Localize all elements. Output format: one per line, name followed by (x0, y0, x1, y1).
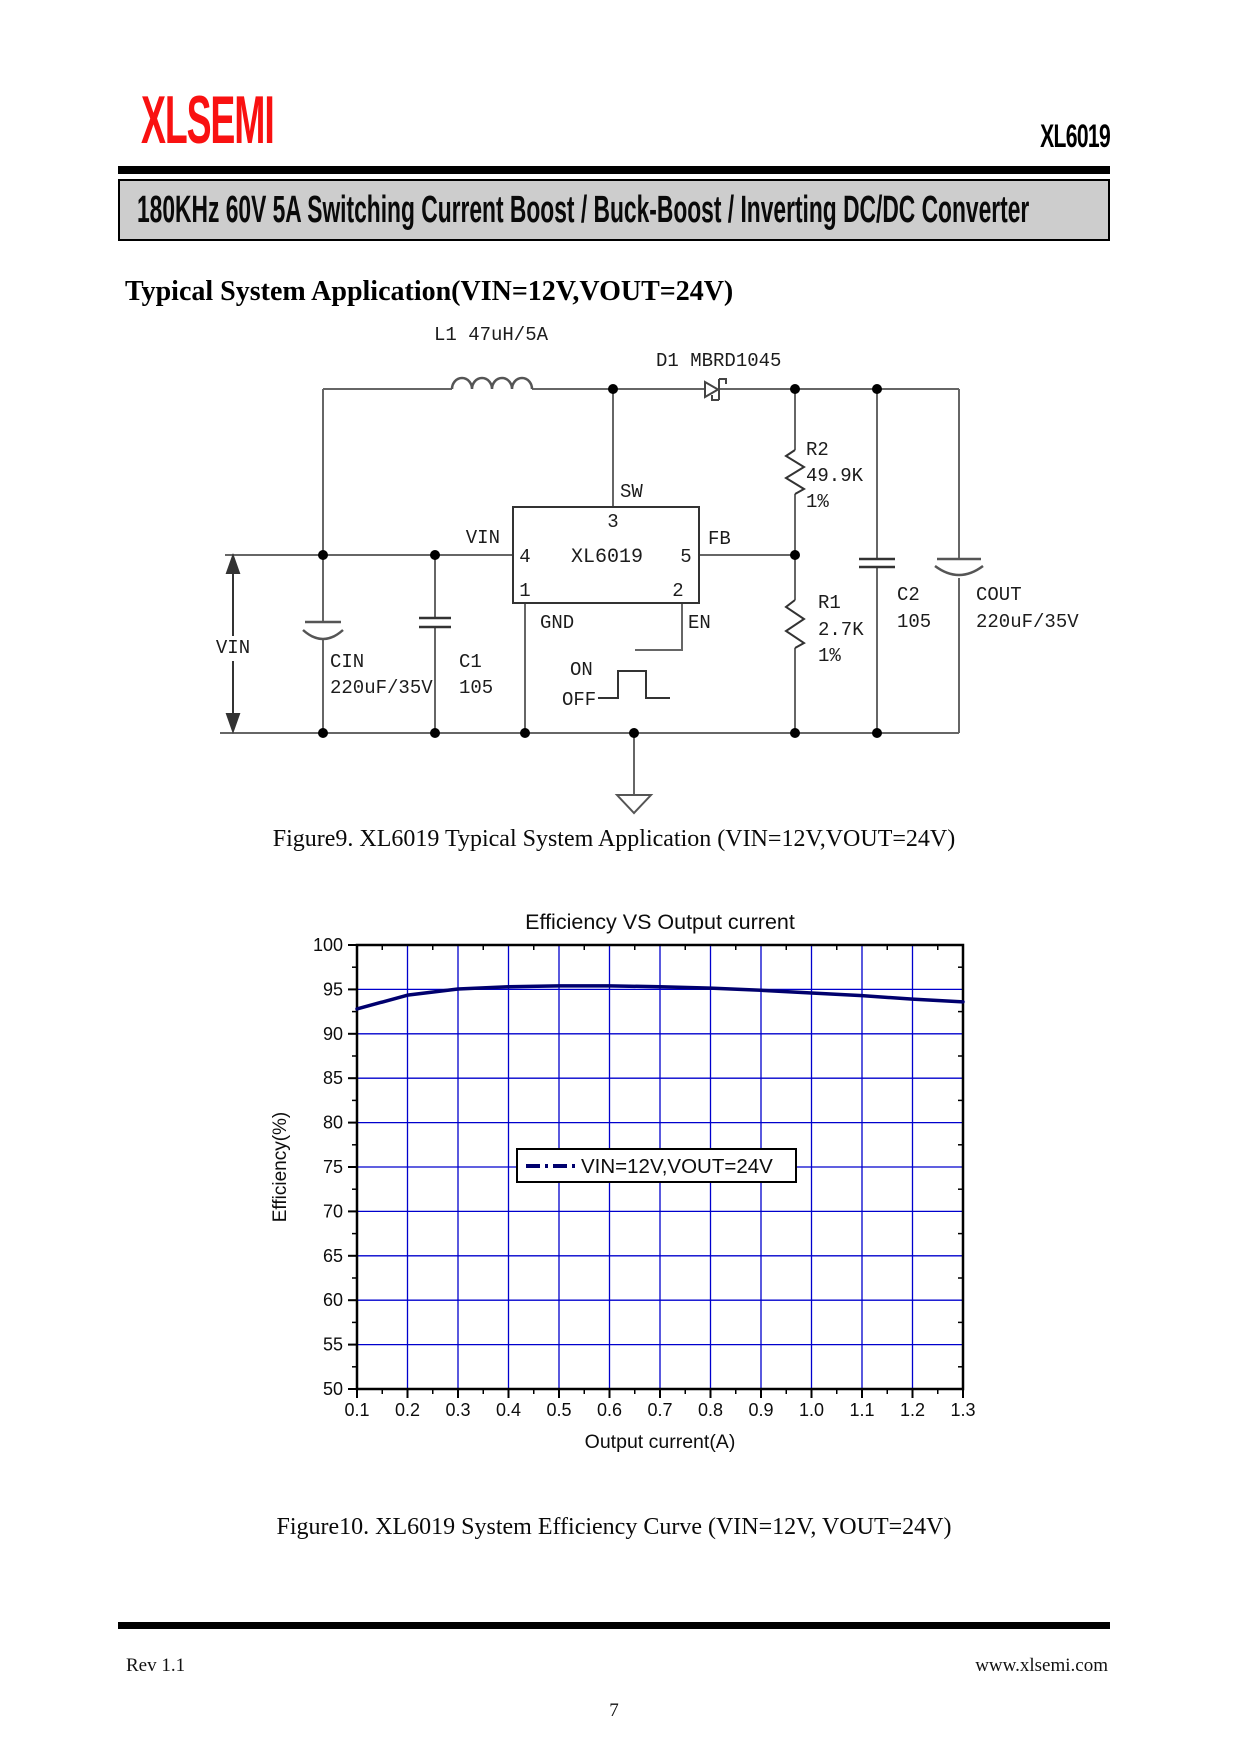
r2-symbol (784, 449, 806, 495)
y-tick-label: 90 (323, 1024, 343, 1044)
c2-symbol (859, 557, 895, 569)
vin-arrow (225, 552, 241, 735)
y-tick-label: 85 (323, 1068, 343, 1088)
en-pin-label: EN (688, 612, 711, 634)
footer-rule (118, 1622, 1110, 1629)
pin2-number: 2 (672, 580, 683, 602)
y-tick-label: 70 (323, 1201, 343, 1221)
pin3-number: 3 (607, 511, 618, 533)
vin-source-label: VIN (216, 637, 250, 659)
off-label: OFF (562, 689, 596, 711)
fb-pin-label: FB (708, 528, 731, 550)
x-axis-title: Output current(A) (585, 1431, 736, 1453)
x-tick-label: 0.8 (698, 1400, 723, 1420)
title-banner-text: 180KHz 60V 5A Switching Current Boost / … (137, 188, 1030, 231)
efficiency-curve (355, 984, 965, 1011)
efficiency-chart: 0.1 0.2 0.3 0.4 0.5 0.6 0.7 0.8 0.9 1.0 1.1 1.2 1.3 5… (270, 910, 976, 1453)
sw-pin-label: SW (620, 481, 643, 503)
inductor-label: L1 47uH/5A (434, 324, 549, 346)
pin5-number: 5 (680, 546, 691, 568)
chart-plot-area: 0.1 0.2 0.3 0.4 0.5 0.6 0.7 0.8 0.9 1.0 1.1 1.2 1.3 5… (270, 910, 976, 1453)
r2-value: 49.9K (806, 465, 864, 487)
cin-symbol (302, 620, 344, 641)
cin-value: 220uF/35V (330, 677, 433, 699)
y-tick-label: 95 (323, 979, 343, 999)
x-tick-label: 1.1 (849, 1400, 874, 1420)
diode-label: D1 MBRD1045 (656, 350, 781, 372)
chip-body (512, 506, 700, 604)
r2-name: R2 (806, 439, 829, 461)
x-tick-label: 0.5 (546, 1400, 571, 1420)
x-tick-label: 0.9 (748, 1400, 773, 1420)
part-number: XL6019 (1039, 118, 1111, 154)
pin4-number: 4 (519, 546, 530, 568)
c1-symbol (419, 616, 451, 629)
footer-website: www.xlsemi.com (975, 1655, 1108, 1676)
x-tick-label: 0.6 (597, 1400, 622, 1420)
cin-name: CIN (330, 651, 364, 673)
figure10-caption: Figure10. XL6019 System Efficiency Curve… (276, 1514, 952, 1540)
diode-symbol (704, 378, 727, 401)
legend-label: VIN=12V,VOUT=24V (581, 1155, 773, 1178)
c2-name: C2 (897, 584, 920, 606)
y-tick-label: 50 (323, 1379, 343, 1399)
x-tick-label: 0.2 (395, 1400, 420, 1420)
x-tick-label: 0.1 (344, 1400, 369, 1420)
r1-value: 2.7K (818, 619, 864, 641)
x-tick-label: 0.7 (647, 1400, 672, 1420)
r1-tolerance: 1% (818, 645, 841, 667)
ground-symbol (614, 794, 654, 815)
r2-tolerance: 1% (806, 491, 829, 513)
c2-value: 105 (897, 611, 931, 633)
plot-border (355, 943, 965, 1391)
c1-value: 105 (459, 677, 493, 699)
section-title: Typical System Application(VIN=12V,VOUT=… (125, 276, 734, 307)
cout-symbol (934, 557, 984, 577)
inductor-symbol (450, 376, 534, 390)
cout-name: COUT (976, 584, 1022, 606)
schematic-wires (220, 388, 960, 795)
y-tick-label: 100 (313, 935, 343, 955)
y-tick-label: 80 (323, 1113, 343, 1133)
y-axis-title: Efficiency(%) (270, 1112, 291, 1223)
figure9-caption: Figure9. XL6019 Typical System Applicati… (272, 826, 956, 852)
title-banner: 180KHz 60V 5A Switching Current Boost / … (118, 179, 1110, 241)
y-tick-label: 65 (323, 1246, 343, 1266)
x-tick-label: 1.3 (950, 1400, 975, 1420)
pin1-number: 1 (519, 580, 530, 602)
chip-name: XL6019 (571, 546, 643, 569)
y-tick-label: 60 (323, 1290, 343, 1310)
footer-revision: Rev 1.1 (126, 1655, 186, 1676)
x-tick-label: 0.4 (496, 1400, 521, 1420)
r1-symbol (784, 599, 806, 649)
x-tick-label: 1.0 (799, 1400, 824, 1420)
application-schematic: L1 47uH/5A D1 MBRD1045 SW 3 VIN 4 XL6019… (216, 324, 1079, 815)
y-tick-label: 75 (323, 1157, 343, 1177)
footer-page-number: 7 (609, 1700, 619, 1721)
cout-value: 220uF/35V (976, 611, 1079, 633)
x-tick-label: 0.3 (445, 1400, 470, 1420)
junction-dots (318, 384, 882, 738)
gnd-pin-label: GND (540, 612, 574, 634)
r1-name: R1 (818, 592, 841, 614)
c1-name: C1 (459, 651, 482, 673)
company-logo: XLSEMI (141, 82, 275, 158)
x-tick-label: 1.2 (900, 1400, 925, 1420)
chart-title: Efficiency VS Output current (525, 910, 795, 934)
header-rule (118, 166, 1110, 174)
y-tick-label: 55 (323, 1335, 343, 1355)
enable-pulse-waveform (598, 670, 670, 699)
on-label: ON (570, 659, 593, 681)
vin-pin-label: VIN (466, 527, 500, 549)
